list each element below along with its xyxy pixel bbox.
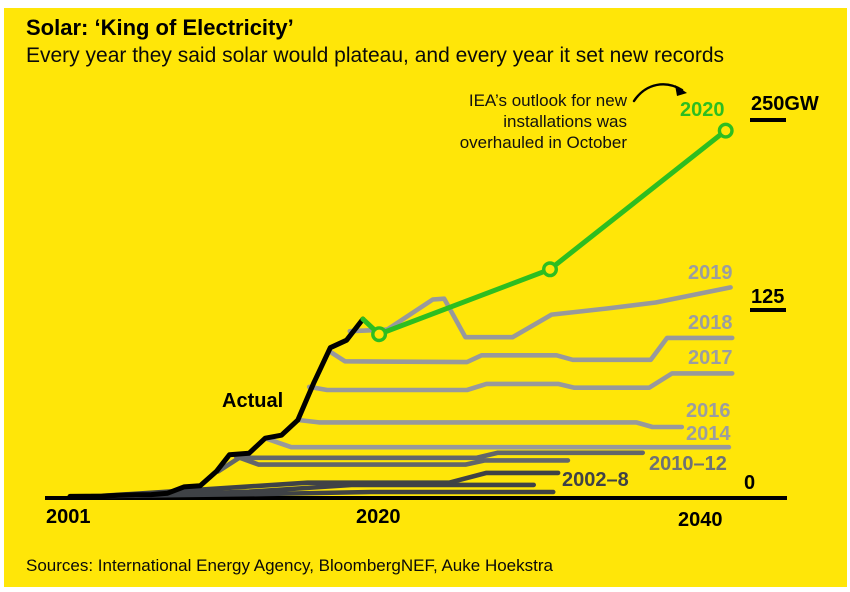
data-point-marker-weo-2020 xyxy=(371,326,388,343)
y-axis-tick-125 xyxy=(750,308,786,312)
annotation-line-2: installations was xyxy=(503,112,627,131)
sources-credit: Sources: International Energy Agency, Bl… xyxy=(26,556,553,575)
series-label-2018: 2018 xyxy=(688,312,733,334)
y-axis-label-125: 125 xyxy=(751,286,785,308)
page-subtitle: Every year they said solar would plateau… xyxy=(26,44,725,67)
x-axis-label-2040: 2040 xyxy=(678,509,723,531)
series-label-2016: 2016 xyxy=(686,400,731,422)
series-line-weo-2017 xyxy=(306,371,735,393)
y-axis-label-0: 0 xyxy=(744,472,756,494)
series-line-weo-2010-12-b xyxy=(215,450,646,474)
series-line-weo-2002-8-b xyxy=(132,482,537,498)
data-point-marker-weo-2020 xyxy=(717,122,734,139)
data-point-marker-weo-2020 xyxy=(542,261,559,278)
series-line-weo-2010-12-a xyxy=(233,453,571,467)
x-axis-label-2020: 2020 xyxy=(356,506,401,528)
series-label-2014: 2014 xyxy=(686,423,731,445)
y-axis-label-250gw: 250GW xyxy=(751,93,819,115)
series-line-weo-2018 xyxy=(326,335,735,365)
page-title: Solar: ‘King of Electricity’ xyxy=(26,15,294,40)
series-label-2017: 2017 xyxy=(688,347,733,369)
series-label-actual: Actual xyxy=(222,390,284,412)
y-axis-tick-250 xyxy=(750,118,786,122)
annotation-line-3: overhauled in October xyxy=(459,133,627,152)
series-label-2002-8: 2002–8 xyxy=(562,469,629,491)
series-label-2020: 2020 xyxy=(680,99,725,121)
annotation-line-1: IEA’s outlook for new xyxy=(468,91,627,110)
series-line-weo-2020 xyxy=(360,128,729,337)
series-label-2010-12: 2010–12 xyxy=(649,453,727,475)
series-line-actual xyxy=(67,316,366,499)
series-line-weo-2016 xyxy=(297,417,685,430)
annotation-text: IEA’s outlook for new installations was … xyxy=(460,90,627,153)
x-axis-label-2001: 2001 xyxy=(46,506,91,528)
series-line-weo-2019 xyxy=(347,285,733,340)
series-line-weo-2014 xyxy=(262,435,732,450)
series-label-2019: 2019 xyxy=(688,262,733,284)
